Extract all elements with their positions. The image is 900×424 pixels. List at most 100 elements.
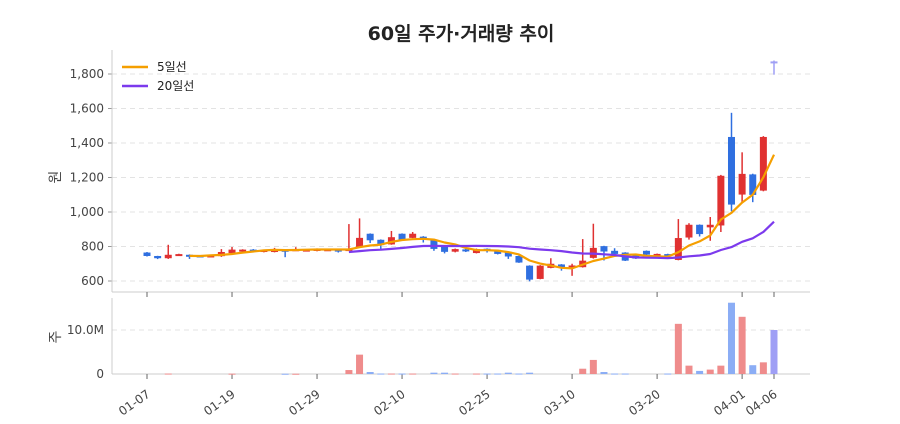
x-tick-label: 02-25	[456, 387, 493, 418]
volume-bar	[759, 362, 767, 374]
candle-body	[504, 251, 512, 257]
volume-bar	[494, 373, 502, 375]
volume-bar	[409, 373, 417, 375]
candle-body	[175, 254, 183, 257]
candle-body	[568, 265, 576, 268]
candle-body	[674, 238, 682, 260]
axes: 600 800 1,000 1,200 1,400 1,600 1,800 0 10.0M 01-…	[67, 50, 810, 418]
price-tick-label: 1,200	[70, 171, 104, 185]
volume-bar	[589, 359, 597, 374]
price-tick-label: 1,800	[70, 67, 104, 81]
candle-body	[526, 265, 534, 280]
x-tick-label: 03-10	[541, 387, 578, 418]
candle-body	[653, 253, 661, 256]
volume-bars	[164, 302, 778, 375]
candle-body	[239, 249, 247, 252]
moving-averages	[189, 154, 775, 270]
volume-bar	[377, 373, 385, 375]
volume-bar	[526, 372, 534, 374]
volume-bar	[664, 373, 672, 375]
candle-body	[727, 136, 735, 205]
ma20-line	[348, 220, 775, 260]
chart-title: 60일 주가·거래량 추이	[368, 23, 555, 45]
volume-bar	[281, 373, 289, 375]
volume-bar	[674, 323, 682, 374]
volume-bar	[345, 370, 353, 374]
x-tick-label: 02-10	[371, 387, 408, 418]
candle-body	[451, 249, 459, 252]
volume-bar	[366, 372, 374, 374]
candle-body	[611, 250, 619, 254]
candle-body	[536, 265, 544, 279]
candle-body	[696, 224, 704, 235]
volume-bar	[472, 373, 480, 375]
candle-body	[706, 224, 714, 228]
volume-bar	[483, 373, 491, 375]
candle-body	[409, 233, 417, 238]
volume-axis-label: 주	[48, 330, 64, 343]
x-tick-label: 04-06	[743, 387, 780, 418]
legend-ma20-label: 20일선	[157, 79, 194, 93]
volume-bar	[398, 373, 406, 375]
candle-body	[228, 249, 236, 254]
volume-bar	[717, 365, 725, 374]
price-axis-label: 원	[48, 171, 64, 184]
candle-body	[738, 173, 746, 195]
price-tick-label: 1,400	[70, 136, 104, 150]
candle-body	[717, 175, 725, 226]
candle-body	[164, 254, 172, 259]
candle-body	[366, 233, 374, 241]
candle-body	[143, 252, 151, 256]
candle-body	[419, 236, 427, 239]
volume-bar	[770, 330, 778, 374]
candle-body	[398, 233, 406, 240]
candle-body	[441, 245, 449, 252]
volume-tick-label: 10.0M	[67, 323, 104, 337]
x-tick-label: 04-01	[711, 387, 748, 418]
candle-body	[515, 255, 523, 263]
volume-bar	[164, 373, 172, 375]
volume-bar	[292, 373, 300, 375]
price-tick-label: 1,000	[70, 205, 104, 219]
candle-body	[759, 136, 767, 191]
volume-bar	[727, 302, 735, 374]
candle-body	[334, 249, 342, 252]
x-tick-label: 03-20	[626, 387, 663, 418]
volume-bar	[387, 373, 395, 375]
volume-bar	[441, 372, 449, 374]
volume-bar	[504, 372, 512, 374]
price-tick-label: 1,600	[70, 102, 104, 116]
volume-bar	[228, 373, 236, 375]
volume-bar	[600, 372, 608, 374]
volume-bar	[696, 370, 704, 374]
candle-body	[685, 224, 693, 238]
volume-bar	[579, 368, 587, 374]
candle-body	[462, 249, 470, 252]
candle-body	[664, 254, 672, 257]
candle-body	[749, 174, 757, 195]
candle-body	[600, 246, 608, 252]
volume-bar	[749, 365, 757, 374]
volume-bar	[356, 354, 364, 374]
legend: 5일선 20일선	[122, 60, 194, 93]
volume-bar	[685, 365, 693, 374]
volume-bar	[706, 369, 714, 374]
candle-body	[770, 61, 778, 64]
x-tick-label: 01-07	[116, 387, 153, 418]
volume-bar	[430, 372, 438, 374]
candle-body	[557, 264, 565, 268]
candles	[143, 60, 778, 282]
legend-ma5-label: 5일선	[157, 60, 187, 74]
price-tick-label: 600	[81, 274, 104, 288]
volume-bar	[451, 373, 459, 375]
candle-body	[356, 237, 364, 248]
volume-tick-label: 0	[96, 367, 104, 381]
candle-body	[154, 255, 162, 259]
candle-body	[430, 240, 438, 249]
price-tick-label: 800	[81, 240, 104, 254]
candle-body	[494, 249, 502, 254]
x-tick-label: 01-19	[201, 387, 238, 418]
x-tick-label: 01-29	[286, 387, 323, 418]
ma5-line	[189, 154, 775, 270]
